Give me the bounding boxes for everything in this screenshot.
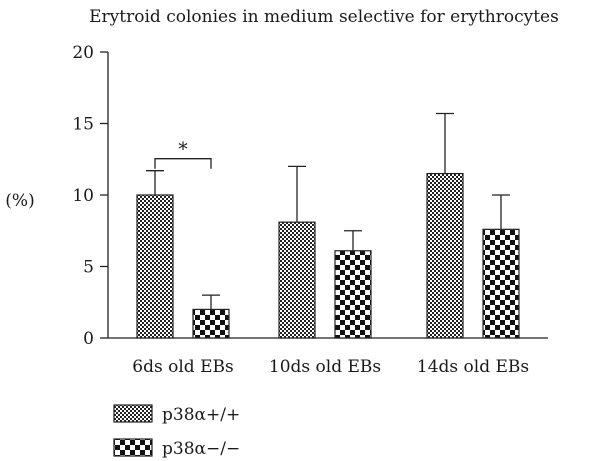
bar-wildtype — [426, 172, 464, 339]
y-tick-label: 15 — [72, 115, 94, 135]
chart-title: Erytroid colonies in medium selective fo… — [89, 7, 559, 27]
x-tick-label: 10ds old EBs — [269, 357, 381, 377]
legend-label: p38α−/− — [162, 439, 240, 459]
x-tick-label: 6ds old EBs — [132, 357, 233, 377]
annotations: * — [154, 139, 212, 169]
x-tick-label: 14ds old EBs — [417, 357, 529, 377]
y-tick-label: 20 — [72, 43, 94, 63]
y-tick-label: 0 — [83, 329, 94, 349]
legend: p38α+/+ p38α−/− — [113, 404, 240, 459]
bar-knockout — [482, 228, 520, 339]
y-tick-label: 5 — [83, 258, 94, 278]
legend-swatch — [113, 404, 153, 423]
y-tick-label: 10 — [72, 186, 94, 206]
y-axis-label: (%) — [5, 191, 34, 211]
significance-marker: * — [178, 139, 188, 161]
significance-bracket — [154, 158, 212, 169]
axes: 0 5 10 15 20 6ds old EBs 10ds old EBs 14ds old … — [72, 43, 548, 377]
bar-wildtype — [136, 194, 174, 339]
legend-swatch — [113, 438, 153, 457]
legend-label: p38α+/+ — [162, 405, 240, 425]
bar-knockout — [334, 250, 372, 339]
error-bars — [146, 112, 510, 310]
bar-wildtype — [278, 221, 316, 339]
bars — [136, 172, 520, 339]
bar-knockout — [192, 308, 230, 339]
